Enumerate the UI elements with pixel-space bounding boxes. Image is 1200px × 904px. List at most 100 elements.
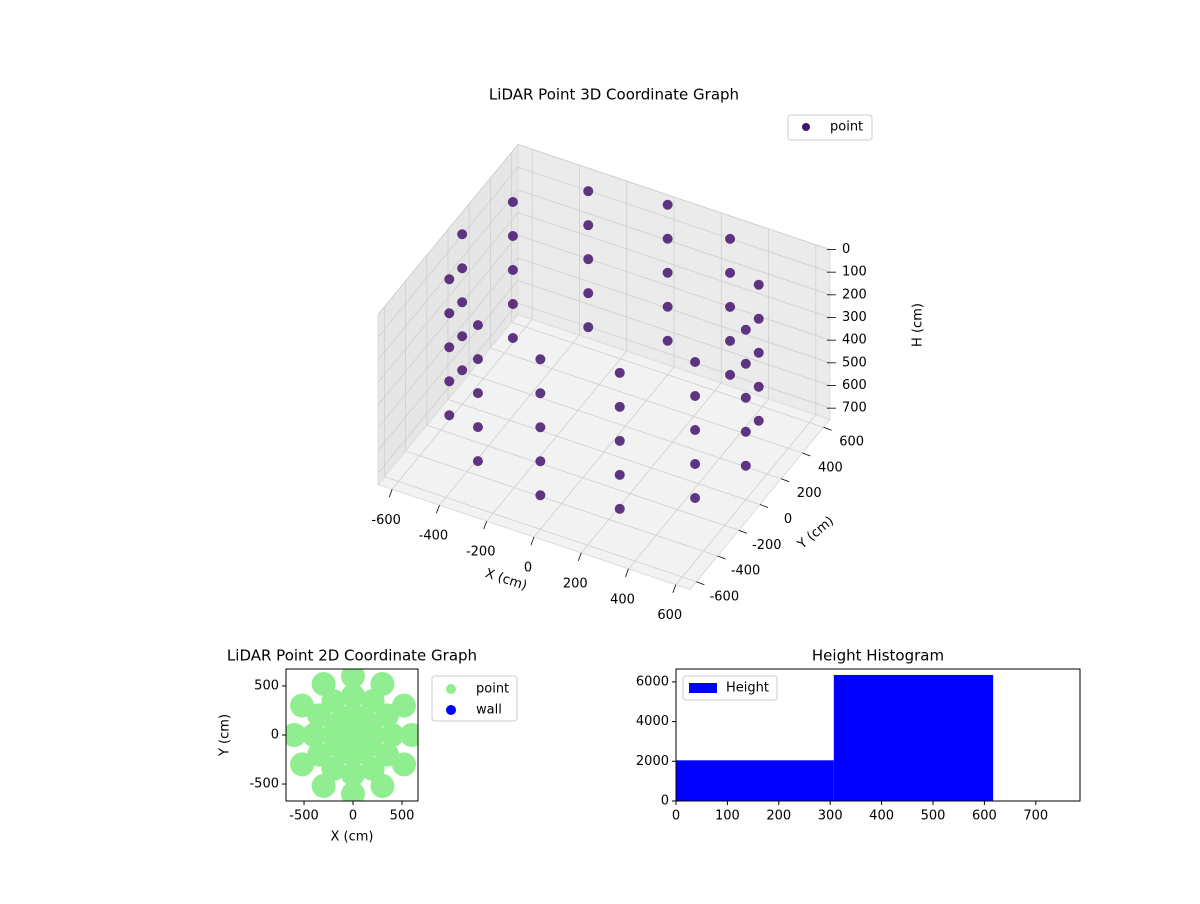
point-marker	[535, 422, 546, 433]
legend-marker	[446, 684, 456, 694]
tick-mark	[530, 536, 535, 546]
grid-line	[377, 234, 519, 406]
point-marker	[583, 322, 594, 333]
tick-mark	[759, 504, 769, 508]
point-marker	[341, 781, 366, 801]
legend-label: point	[476, 682, 509, 697]
point-marker	[444, 342, 455, 353]
point-marker	[472, 456, 483, 467]
y-tick-label: 0	[661, 794, 669, 809]
point-marker	[507, 231, 518, 241]
x-tick-label: 0	[349, 809, 357, 824]
point-marker	[444, 274, 455, 285]
x-tick-label: 200	[563, 576, 588, 591]
grid-line	[469, 373, 782, 480]
point-marker	[380, 723, 405, 747]
legend-box	[682, 675, 778, 701]
point-marker	[535, 388, 546, 399]
grid-line	[517, 189, 831, 296]
x-tick-label: 0	[524, 561, 532, 576]
point-marker	[583, 186, 594, 197]
y-tick-label: -200	[752, 538, 782, 553]
point-marker	[341, 669, 366, 689]
y-axis-label: Y (cm)	[218, 714, 233, 757]
point-marker	[725, 233, 736, 244]
grid-line	[517, 302, 831, 409]
legend-label: point	[830, 120, 863, 135]
x-tick-label: 200	[766, 809, 791, 824]
point-marker	[753, 415, 764, 426]
point-marker	[740, 324, 751, 335]
legend-label: Height	[726, 681, 769, 696]
point-marker	[341, 723, 366, 747]
tick-mark	[577, 552, 582, 562]
legend-swatch	[689, 683, 717, 693]
grid-line	[377, 302, 519, 474]
y-tick-label: 4000	[636, 714, 669, 729]
grid-line	[517, 280, 831, 386]
tick-mark	[388, 489, 393, 498]
grid-line	[377, 280, 519, 451]
point-marker	[507, 333, 518, 343]
point-marker	[662, 233, 673, 244]
tick-mark	[738, 529, 747, 534]
point-marker	[725, 267, 736, 278]
point-marker	[444, 376, 455, 387]
point-marker	[535, 456, 546, 467]
point-marker	[301, 723, 326, 747]
z-tick-label: 100	[842, 265, 867, 280]
point-marker	[535, 354, 546, 365]
histogram-bar	[833, 674, 994, 801]
point-marker	[690, 459, 701, 469]
tick-mark	[823, 426, 832, 431]
point-marker	[472, 388, 483, 399]
point-marker	[507, 197, 518, 207]
grid-line	[405, 450, 718, 557]
point-marker	[614, 503, 625, 514]
point-marker	[457, 297, 468, 308]
y-tick-label: -600	[710, 589, 740, 604]
z-tick-label: 0	[842, 242, 850, 257]
point-marker	[740, 392, 751, 403]
point-marker	[662, 267, 673, 278]
point-marker	[662, 199, 673, 210]
y-tick-label: 200	[797, 486, 822, 501]
x-tick-label: 300	[818, 809, 843, 824]
x-tick-label: -500	[289, 809, 319, 824]
grid-line	[490, 347, 803, 454]
z-tick-label: 500	[842, 355, 867, 370]
tick-mark	[625, 568, 629, 577]
x-tick-label: 400	[869, 809, 894, 824]
legend-marker	[802, 123, 810, 131]
point-marker	[662, 301, 673, 312]
tick-mark	[696, 581, 705, 586]
z-tick-label: 400	[842, 333, 867, 348]
y-tick-label: 600	[839, 435, 864, 450]
point-marker	[753, 279, 764, 290]
tick-mark	[802, 452, 811, 457]
point-marker	[457, 229, 468, 240]
tick-mark	[781, 478, 790, 483]
point-marker	[614, 401, 625, 412]
point-marker	[753, 313, 764, 324]
grid-line	[517, 144, 831, 250]
y-tick-label: 0	[784, 512, 792, 527]
tick-mark	[436, 505, 440, 514]
point-marker	[444, 410, 455, 421]
tick-mark	[483, 520, 488, 530]
point-marker	[444, 308, 455, 319]
grid-line	[517, 234, 831, 341]
point-marker	[753, 381, 764, 392]
point-marker	[725, 335, 736, 346]
point-marker	[753, 347, 764, 358]
grid-line	[511, 321, 824, 428]
y-tick-label: 0	[271, 728, 279, 743]
chart-title: LiDAR Point 3D Coordinate Graph	[489, 86, 739, 104]
y-axis-label: Y (cm)	[794, 514, 837, 553]
point-marker	[614, 435, 625, 446]
legend-label: wall	[476, 703, 502, 718]
point-marker	[740, 426, 751, 437]
point-marker	[286, 723, 307, 747]
point-marker	[690, 357, 701, 367]
